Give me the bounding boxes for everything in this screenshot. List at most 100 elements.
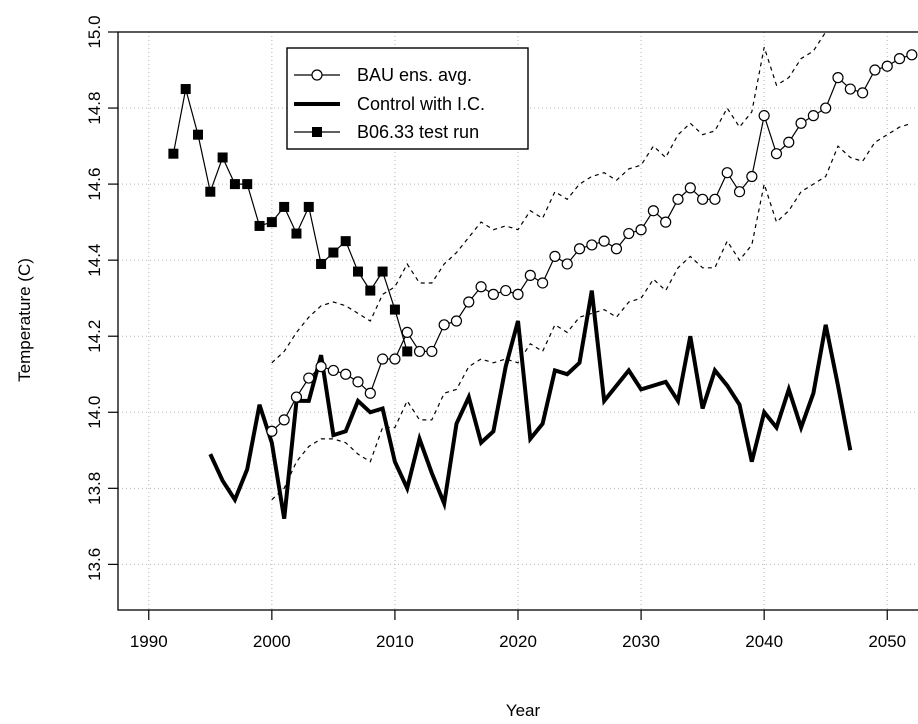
bau-data-point xyxy=(413,345,426,358)
bau-data-point xyxy=(549,250,561,262)
legend-item-b0633: B06.33 test run xyxy=(294,122,479,142)
x-tick-label: 2010 xyxy=(376,632,414,651)
b0633-data-point xyxy=(340,236,351,247)
bau-data-point xyxy=(709,193,721,205)
b0633-data-point xyxy=(353,266,363,277)
b0633-data-point xyxy=(291,228,302,239)
bau-data-point xyxy=(598,235,610,247)
x-tick-label: 2050 xyxy=(868,632,906,651)
bau-data-point xyxy=(893,53,906,65)
b0633-data-point xyxy=(193,129,203,140)
b0633-data-point xyxy=(266,217,277,228)
bau-data-point xyxy=(524,269,536,281)
bau-data-point xyxy=(352,376,364,388)
legend-b0633-square-marker xyxy=(312,127,322,137)
y-tick-label: 14.2 xyxy=(85,320,104,353)
bau-data-point xyxy=(672,193,684,205)
bau-data-point xyxy=(327,364,339,377)
bau-data-point xyxy=(278,414,290,426)
y-tick-label: 14.6 xyxy=(85,168,104,201)
y-tick-label: 13.8 xyxy=(85,472,104,505)
b0633-data-point xyxy=(254,220,265,231)
b0633-data-point xyxy=(229,179,240,190)
bau-data-point xyxy=(426,345,438,358)
bau-data-point xyxy=(266,425,278,437)
b0633-data-point xyxy=(377,266,388,277)
bau-data-point xyxy=(364,387,376,399)
x-axis-label: Year xyxy=(506,701,541,720)
bau-data-point xyxy=(758,110,770,122)
series-thick-line xyxy=(208,290,853,520)
plot-frame xyxy=(117,31,918,611)
bau-data-point xyxy=(475,281,487,293)
b0633-data-point xyxy=(303,201,314,212)
bau-data-point xyxy=(561,258,573,270)
bau-data-point xyxy=(746,170,758,183)
series-dashed-line-path xyxy=(271,122,912,501)
legend-item-control: Control with I.C. xyxy=(294,94,485,114)
x-tick-label: 1990 xyxy=(130,632,168,651)
bau-data-point xyxy=(721,167,733,179)
bau-data-point xyxy=(770,148,783,160)
series-dashed-line xyxy=(271,31,827,364)
bau-data-point xyxy=(537,277,549,289)
bau-data-point xyxy=(733,186,746,198)
bau-data-point xyxy=(463,296,475,308)
y-tick-label: 13.6 xyxy=(85,548,104,581)
series-control-line-path xyxy=(208,290,853,520)
legend: BAU ens. avg. Control with I.C. B06.33 t… xyxy=(286,47,529,150)
bau-data-point xyxy=(586,239,598,251)
bau-data-point xyxy=(660,216,672,228)
b0633-data-point xyxy=(168,148,179,159)
series-dashed-line-path xyxy=(271,31,827,364)
bau-data-point xyxy=(697,193,709,205)
bau-data-point xyxy=(438,319,450,331)
bau-data-point xyxy=(450,315,463,327)
y-tick-label: 15.0 xyxy=(85,15,104,48)
bau-data-point xyxy=(610,243,623,255)
bau-data-point xyxy=(647,205,659,217)
b0633-data-point xyxy=(365,285,376,296)
series-filled-square-line xyxy=(168,84,413,357)
bau-data-point xyxy=(623,227,635,240)
series-layer xyxy=(168,31,918,520)
bau-data-point xyxy=(820,102,832,114)
bau-data-point xyxy=(906,49,918,61)
b0633-data-point xyxy=(316,258,327,269)
legend-control-label: Control with I.C. xyxy=(357,94,485,114)
bau-data-point xyxy=(512,288,524,300)
b0633-data-point xyxy=(180,84,191,95)
bau-data-point xyxy=(303,372,315,384)
x-tick-label: 2000 xyxy=(253,632,291,651)
legend-item-bau: BAU ens. avg. xyxy=(294,65,472,85)
bau-data-point xyxy=(573,243,586,255)
bau-data-point xyxy=(401,326,413,339)
b0633-data-point xyxy=(242,179,253,190)
bau-data-point xyxy=(500,284,512,297)
x-tick-label: 2020 xyxy=(499,632,537,651)
bau-data-point xyxy=(315,361,327,373)
bau-data-point xyxy=(684,182,696,194)
x-tick-label: 2030 xyxy=(622,632,660,651)
bau-data-point xyxy=(389,353,401,365)
series-dashed-line xyxy=(271,122,912,501)
bau-data-point xyxy=(844,83,856,95)
b0633-data-point xyxy=(205,186,216,197)
bau-data-point xyxy=(807,110,819,122)
b0633-data-point xyxy=(279,201,290,212)
y-axis-label: Temperature (C) xyxy=(15,258,34,382)
bau-data-point xyxy=(832,72,844,84)
bau-data-point xyxy=(635,224,647,236)
bau-data-point xyxy=(795,117,807,129)
b0633-data-point xyxy=(389,304,400,315)
legend-bau-label: BAU ens. avg. xyxy=(357,65,472,85)
y-tick-label: 14.4 xyxy=(85,244,104,277)
bau-data-point xyxy=(783,136,795,148)
x-tick-label: 2040 xyxy=(745,632,783,651)
bau-data-point xyxy=(487,288,499,300)
bau-data-point xyxy=(869,64,881,76)
bau-data-point xyxy=(340,368,352,380)
y-tick-label: 14.8 xyxy=(85,92,104,125)
series-open-circle-line xyxy=(266,49,918,437)
